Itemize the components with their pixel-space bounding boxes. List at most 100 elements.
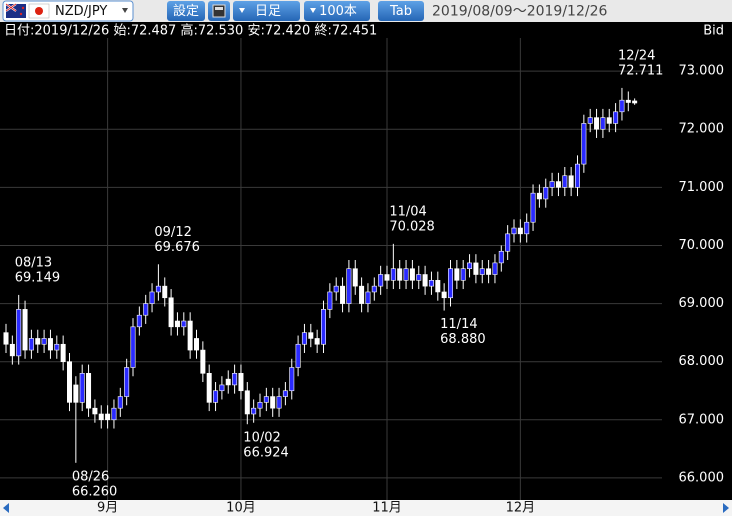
- candle-body: [416, 274, 422, 281]
- candle-body: [86, 373, 92, 409]
- candle-body: [447, 268, 453, 299]
- annotation-date: 11/14: [440, 317, 477, 332]
- candle-body: [530, 192, 536, 223]
- annotation-value: 69.149: [15, 270, 61, 285]
- scrollbar[interactable]: [0, 500, 732, 516]
- candle-body: [289, 367, 295, 392]
- candle-body: [301, 332, 307, 345]
- scroll-right[interactable]: [723, 503, 729, 513]
- candle-body: [263, 396, 269, 403]
- candle-body: [486, 268, 492, 275]
- candle-body: [390, 268, 396, 281]
- plot: 66.000 67.000 68.000 69.000 70.000 71.000 72.0…: [0, 38, 724, 516]
- candle-body: [320, 309, 326, 345]
- candle-body: [270, 396, 276, 409]
- candle-body: [308, 332, 314, 339]
- count-button[interactable]: 100本: [304, 1, 370, 21]
- candle-body: [428, 280, 434, 287]
- candle-body: [340, 285, 346, 304]
- candle-body: [22, 309, 28, 351]
- y-tick-label: 70.000: [679, 238, 725, 253]
- annotation-value: 70.028: [389, 219, 435, 234]
- candle-body: [403, 268, 409, 281]
- x-tick-label: 10月: [226, 501, 256, 516]
- price-type: Bid: [703, 24, 724, 39]
- candle-body: [555, 181, 561, 188]
- candle-body: [111, 407, 117, 421]
- candle-body: [92, 407, 98, 415]
- candle-body: [574, 163, 580, 188]
- candle-body: [422, 274, 428, 287]
- annotation-value: 68.880: [440, 332, 486, 347]
- candle-body: [155, 285, 161, 293]
- settings-button[interactable]: 設定: [167, 1, 205, 21]
- button-label: 100本: [319, 4, 357, 19]
- annotation-value: 66.924: [243, 446, 288, 461]
- candle-body: [632, 100, 638, 104]
- scroll-left[interactable]: [3, 503, 9, 513]
- button-label: Tab: [389, 4, 412, 19]
- candle-body: [619, 99, 625, 113]
- candle-body: [213, 390, 219, 403]
- candle-body: [28, 338, 34, 351]
- candle-body: [174, 320, 180, 328]
- candle-body: [219, 384, 225, 392]
- candle-body: [16, 309, 22, 357]
- candle-body: [168, 297, 174, 328]
- candle-body: [365, 291, 371, 304]
- candle-body: [54, 343, 60, 351]
- y-tick-label: 72.000: [679, 122, 725, 137]
- candle-body: [568, 175, 574, 188]
- candle-body: [441, 291, 447, 299]
- period-button[interactable]: 日足: [233, 1, 300, 21]
- candle-body: [9, 343, 15, 357]
- candle-body: [98, 413, 104, 421]
- candle-body: [498, 250, 504, 264]
- annotation-date: 12/24: [618, 48, 655, 63]
- candle-body: [282, 390, 288, 397]
- candle-body: [587, 117, 593, 124]
- candle-body: [473, 262, 479, 275]
- calculator-button[interactable]: [208, 1, 230, 21]
- annotation-value: 66.260: [72, 484, 118, 499]
- candle-body: [397, 268, 403, 281]
- annotation-date: 08/13: [15, 255, 52, 270]
- candle-body: [251, 407, 257, 415]
- candle-body: [232, 373, 238, 386]
- candle-body: [581, 123, 587, 165]
- candle-body: [524, 221, 530, 235]
- candle-body: [105, 413, 111, 421]
- candle-body: [295, 343, 301, 368]
- candle-body: [543, 187, 549, 200]
- ohlc-info: 日付:2019/12/26 始:72.487 高:72.530 安:72.420…: [4, 23, 377, 39]
- y-tick-label: 73.000: [679, 64, 725, 79]
- candle-body: [352, 268, 358, 287]
- y-tick-label: 67.000: [679, 412, 725, 427]
- candle-body: [194, 338, 200, 351]
- candle-body: [333, 285, 339, 293]
- candle-body: [314, 338, 320, 345]
- candle-body: [378, 274, 384, 287]
- candle-body: [130, 326, 136, 368]
- candle-body: [35, 338, 41, 345]
- candle-body: [200, 349, 206, 374]
- candle-body: [549, 181, 555, 188]
- candle-body: [225, 378, 231, 386]
- candle-body: [67, 361, 73, 403]
- button-label: 日足: [255, 4, 281, 19]
- y-tick-label: 68.000: [679, 354, 725, 369]
- candle-body: [47, 338, 53, 351]
- candle-body: [359, 285, 365, 304]
- pair-selector[interactable]: NZD/JPY: [2, 0, 134, 22]
- candle-body: [511, 227, 517, 235]
- x-tick-label: 9月: [97, 501, 118, 516]
- tab-button[interactable]: Tab: [378, 1, 424, 21]
- candle-body: [162, 285, 168, 299]
- candle-body: [492, 262, 498, 275]
- candle-body: [238, 373, 244, 392]
- annotation-date: 08/26: [72, 469, 109, 484]
- candle-body: [606, 117, 612, 124]
- x-tick-label: 11月: [372, 501, 402, 516]
- candle-body: [613, 111, 619, 124]
